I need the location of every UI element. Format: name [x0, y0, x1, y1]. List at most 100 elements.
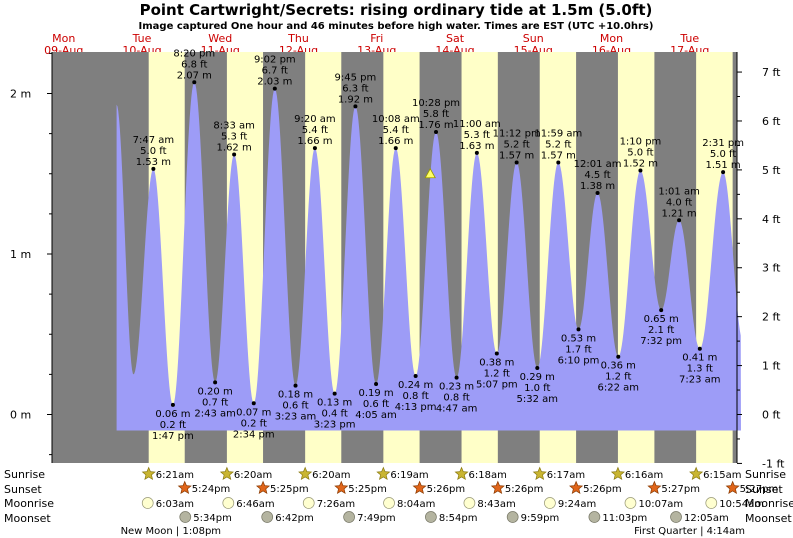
sunset-time: 5:26pm: [583, 484, 622, 495]
tide-point: [151, 166, 156, 171]
tide-point: [272, 86, 277, 91]
sunrise-row-label-right: Sunrise: [745, 468, 786, 481]
tide-area: [116, 82, 741, 431]
tide-metres: 1.92 m: [338, 94, 373, 105]
tide-metres: 1.51 m: [705, 160, 740, 171]
tide-time: 9:02 pm: [254, 55, 296, 66]
moonrise-time: 6:03am: [156, 499, 194, 510]
tide-point: [576, 327, 581, 332]
day-name: Tue: [679, 32, 699, 45]
tide-feet: 1.2 ft: [484, 369, 510, 380]
tide-feet: 6.8 ft: [181, 59, 207, 70]
tide-feet: 5.0 ft: [627, 148, 653, 159]
moon-phase-label: First Quarter | 4:14am: [634, 526, 745, 537]
left-tick-label: 2 m: [10, 88, 31, 101]
tide-time: 2:34 pm: [233, 429, 275, 440]
tide-feet: 5.4 ft: [302, 125, 328, 136]
tide-metres: 1.52 m: [623, 159, 658, 170]
tide-feet: 6.3 ft: [342, 83, 368, 94]
sunset-time: 5:25pm: [348, 484, 387, 495]
tide-time: 6:10 pm: [558, 355, 600, 366]
tide-metres: 0.20 m: [198, 386, 233, 397]
tide-metres: 0.18 m: [278, 390, 313, 401]
sunrise-icon: [141, 466, 156, 480]
tide-time: 1:10 pm: [620, 137, 662, 148]
moonset-icon: [506, 511, 519, 523]
tide-feet: 0.7 ft: [202, 397, 228, 408]
right-tick-label: 7 ft: [762, 66, 781, 79]
tide-metres: 0.23 m: [439, 382, 474, 393]
tide-feet: 1.3 ft: [687, 364, 713, 375]
moonrise-time: 8:04am: [397, 499, 435, 510]
tide-feet: 5.0 ft: [140, 146, 166, 157]
tide-metres: 1.66 m: [378, 136, 413, 147]
tide-feet: 0.8 ft: [402, 391, 428, 402]
tide-metres: 1.62 m: [217, 142, 252, 153]
moonrise-time: 10:07am: [638, 499, 683, 510]
tide-metres: 2.03 m: [257, 77, 292, 88]
tide-feet: 5.8 ft: [423, 109, 449, 120]
moonset-icon: [261, 511, 274, 523]
tide-time: 4:47 am: [436, 404, 478, 415]
day-name: Wed: [208, 32, 232, 45]
tide-time: 6:22 am: [598, 383, 640, 394]
sunrise-time: 6:15am: [703, 470, 741, 481]
sunset-time: 5:27pm: [661, 484, 700, 495]
tide-time: 5:32 am: [517, 394, 559, 405]
tide-metres: 1.63 m: [459, 141, 494, 152]
moonset-row-label-right: Moonset: [745, 512, 792, 525]
sunset-icon: [647, 480, 662, 494]
moonset-icon: [588, 511, 601, 523]
right-tick-label: -1 ft: [762, 457, 785, 470]
moonrise-time: 7:26am: [317, 499, 355, 510]
day-name: Tue: [132, 32, 152, 45]
tide-point: [393, 146, 398, 151]
sunrise-time: 6:20am: [312, 470, 350, 481]
right-tick-label: 4 ft: [762, 213, 781, 226]
sunset-icon: [334, 480, 349, 494]
moonset-time: 6:42pm: [275, 513, 314, 524]
tide-point: [312, 146, 317, 151]
moonrise-icon: [222, 497, 235, 509]
sunrise-icon: [454, 466, 469, 480]
moonrise-icon: [463, 497, 476, 509]
moonset-time: 9:59pm: [521, 513, 560, 524]
tide-point: [192, 80, 197, 85]
tide-feet: 5.3 ft: [464, 130, 490, 141]
sunset-icon: [725, 480, 740, 494]
tide-point: [535, 365, 540, 370]
moonset-icon: [343, 511, 355, 523]
moonset-time: 8:54pm: [439, 513, 478, 524]
sunrise-time: 6:18am: [469, 470, 507, 481]
moonrise-time: 8:43am: [477, 499, 515, 510]
tide-point: [170, 402, 175, 407]
tide-feet: 6.7 ft: [262, 66, 288, 77]
sunrise-time: 6:16am: [625, 470, 663, 481]
tide-feet: 1.0 ft: [524, 383, 550, 394]
sunrise-icon: [610, 466, 625, 480]
tide-metres: 1.38 m: [580, 181, 615, 192]
moonrise-icon: [302, 497, 315, 509]
tide-point: [454, 375, 459, 380]
day-name: Mon: [52, 32, 75, 45]
tide-feet: 0.6 ft: [282, 401, 308, 412]
tide-time: 9:45 pm: [335, 72, 377, 83]
tide-metres: 0.38 m: [479, 358, 514, 369]
right-tick-label: 2 ft: [762, 311, 781, 324]
tide-time: 11:12 pm: [493, 129, 541, 140]
sunset-time: 5:26pm: [505, 484, 544, 495]
tide-metres: 0.36 m: [601, 361, 636, 372]
sunset-icon: [569, 480, 584, 494]
sunrise-row-label: Sunrise: [4, 468, 45, 481]
tide-feet: 0.6 ft: [363, 399, 389, 410]
moonrise-icon: [624, 497, 637, 509]
day-name: Thu: [287, 32, 309, 45]
tide-feet: 5.3 ft: [221, 131, 247, 142]
tide-point: [659, 308, 664, 313]
day-name: Mon: [600, 32, 623, 45]
right-tick-label: 5 ft: [762, 164, 781, 177]
tide-metres: 1.76 m: [418, 120, 453, 131]
tide-time: 8:20 pm: [173, 48, 215, 59]
tide-metres: 0.07 m: [236, 407, 271, 418]
